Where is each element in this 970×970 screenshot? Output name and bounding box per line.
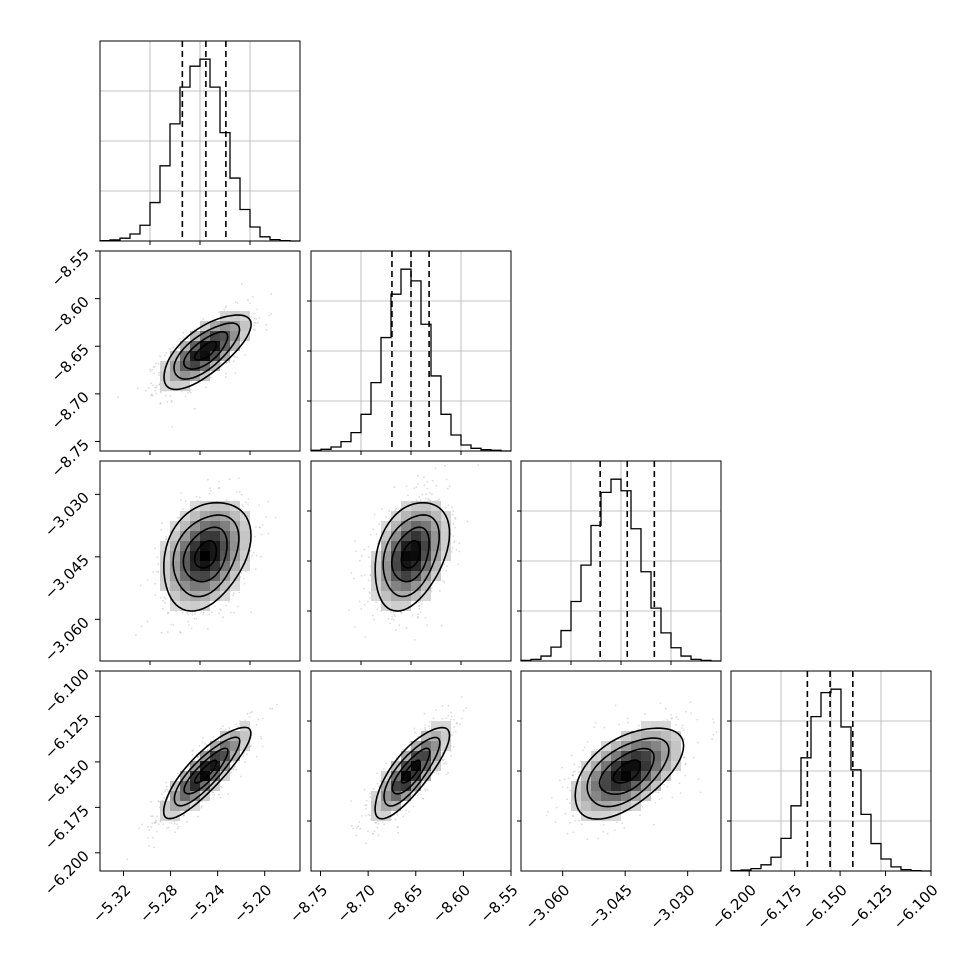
panel-0-3-contour-0 <box>193 759 218 784</box>
y-tick-label-row3-3: −6.175 <box>41 801 93 853</box>
x-tick-label-1-2: −8.65 <box>381 881 426 926</box>
panel-0-1-contour-2 <box>173 322 241 380</box>
x-tick-label-3-0: −6.200 <box>708 881 760 933</box>
y-tick-label-row3-2: −6.150 <box>41 756 93 808</box>
panel-0-1-contour-0 <box>193 340 218 361</box>
x-tick-label-3-3: −6.125 <box>844 881 896 933</box>
y-tick-label-row3-4: −6.200 <box>41 847 93 899</box>
panel-1-3-contour-2 <box>383 736 441 807</box>
panel-0-3-frame <box>99 670 301 872</box>
panel-1-3-contour-1 <box>391 747 431 795</box>
x-tick-label-1-0: −8.75 <box>286 881 331 926</box>
y-tick-label-row1-3: −8.70 <box>48 388 93 433</box>
y-tick-label-row1-4: −8.75 <box>48 436 93 481</box>
x-tick-label-1-3: −8.60 <box>429 881 474 926</box>
panel-2-3 <box>545 701 718 841</box>
y-tick-label-row1-0: −8.55 <box>48 245 93 290</box>
x-tick-label-0-1: −5.28 <box>136 881 181 926</box>
histogram-param-0-grid <box>100 41 300 241</box>
panel-1-2-contour-2 <box>382 514 441 598</box>
x-tick-label-0-3: −5.20 <box>230 881 275 926</box>
y-tick-label-row1-2: −8.65 <box>48 340 93 385</box>
panel-1-2 <box>348 464 480 641</box>
panel-1-3-contour-3 <box>374 726 451 820</box>
panel-0-1 <box>117 283 273 428</box>
panel-0-3-density <box>160 721 250 821</box>
panel-1-2-contour-3 <box>374 502 451 612</box>
panel-2-3-density <box>571 721 681 821</box>
panel-0-2-contour-1 <box>182 526 228 583</box>
y-tick-label-row2-2: −3.060 <box>41 613 93 665</box>
panel-0-2-contour-2 <box>172 514 240 598</box>
panel-2-3-contour-1 <box>598 747 655 796</box>
histogram-param-2-step <box>520 478 721 662</box>
panel-0-3-contour-2 <box>173 736 241 807</box>
x-tick-label-2-1: −3.045 <box>584 881 636 933</box>
x-tick-label-2-0: −3.060 <box>521 881 573 933</box>
panel-0-3-contour-1 <box>183 747 229 795</box>
histogram-param-0-step <box>99 58 300 242</box>
panel-0-2-contour-0 <box>193 539 218 569</box>
panel-0-1-contour-1 <box>182 331 229 370</box>
panel-1-2-contour-0 <box>400 539 421 569</box>
x-tick-label-0-2: −5.24 <box>183 881 228 926</box>
panel-1-3-density <box>371 721 451 821</box>
panel-0-2-contour-3 <box>162 501 252 612</box>
histogram-param-3-step <box>730 688 931 872</box>
y-tick-label-row1-1: −8.60 <box>48 293 93 338</box>
x-tick-label-3-4: −6.100 <box>890 881 942 933</box>
panel-0-3-contour-3 <box>162 726 252 820</box>
y-tick-label-row2-0: −3.030 <box>41 488 93 540</box>
panel-1-3 <box>350 696 467 845</box>
panel-2-3-contour-0 <box>612 759 642 784</box>
panel-1-3-contour-0 <box>400 759 421 784</box>
x-tick-label-2-2: −3.030 <box>646 881 698 933</box>
histogram-param-1-step <box>310 268 511 452</box>
panel-0-2 <box>135 477 277 637</box>
panel-2-3-contour-3 <box>574 727 685 820</box>
panel-2-3-contour-2 <box>586 737 670 808</box>
x-tick-label-1-4: −8.55 <box>477 881 522 926</box>
panel-1-2-contour-1 <box>390 526 430 583</box>
y-tick-label-row2-1: −3.045 <box>41 551 93 603</box>
x-tick-label-3-1: −6.175 <box>753 881 805 933</box>
y-tick-label-row3-1: −6.125 <box>41 711 93 763</box>
x-tick-label-1-1: −8.70 <box>334 881 379 926</box>
histogram-param-3-grid <box>731 671 931 871</box>
x-tick-label-3-2: −6.150 <box>799 881 851 933</box>
panel-0-3 <box>126 703 278 861</box>
panel-0-1-contour-3 <box>163 314 252 391</box>
x-tick-label-0-0: −5.32 <box>89 881 134 926</box>
y-tick-label-row3-0: −6.100 <box>41 665 93 717</box>
